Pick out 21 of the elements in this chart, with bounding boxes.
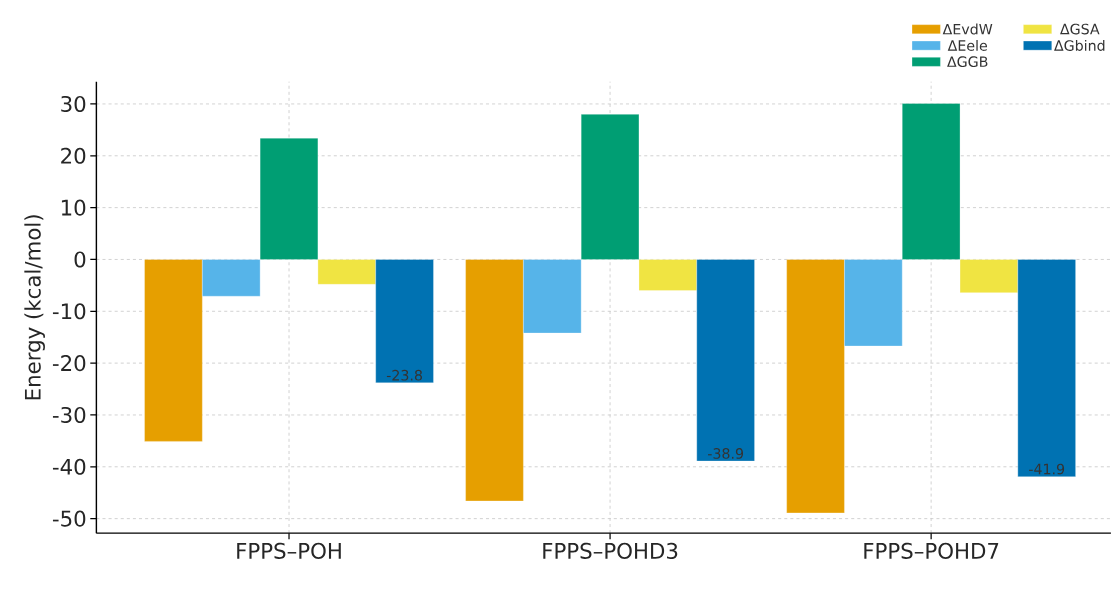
data-label: -23.8 (386, 369, 422, 381)
x-tick-label: FPPS–POH (237, 542, 341, 559)
y-tick-label: 10 (61, 199, 86, 216)
legend-label: ΔEvdW (942, 23, 993, 35)
legend-label: ΔGbind (1054, 39, 1105, 51)
y-tick-label: 30 (61, 95, 86, 113)
data-label: -38.9 (707, 448, 744, 459)
data-label: -41.9 (1029, 463, 1065, 475)
y-tick-label: -40 (52, 458, 86, 475)
y-tick-label: -10 (52, 303, 86, 320)
legend-label: ΔGGB (947, 56, 988, 68)
x-tick-label: FPPS–POHD3 (543, 542, 678, 559)
y-tick-label: 0 (74, 251, 86, 268)
x-tick-label: FPPS–POHD7 (864, 542, 999, 559)
y-tick-label: -30 (52, 406, 86, 424)
y-tick-label: 20 (61, 147, 86, 164)
y-axis-title: Energy (kcal/mol) (24, 215, 45, 400)
legend-label: ΔGSA (1060, 23, 1100, 35)
legend-label: ΔEele (947, 39, 987, 51)
y-tick-label: -20 (52, 355, 86, 372)
y-tick-label: -50 (52, 510, 86, 527)
